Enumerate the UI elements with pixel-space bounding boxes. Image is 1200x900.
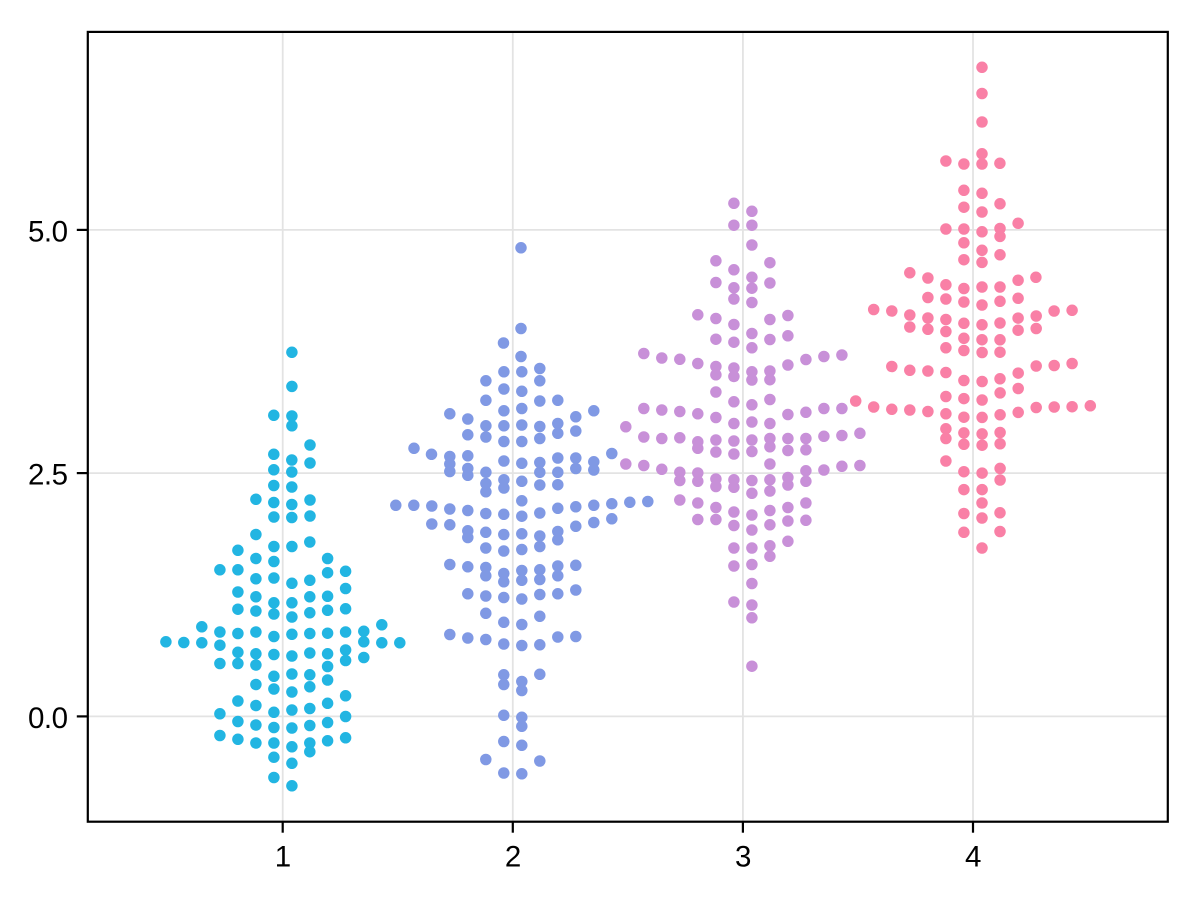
svg-text:2.5: 2.5	[28, 459, 68, 492]
svg-text:5.0: 5.0	[28, 215, 68, 248]
svg-text:3: 3	[735, 840, 751, 873]
svg-text:4: 4	[965, 840, 981, 873]
svg-text:1: 1	[275, 840, 291, 873]
svg-text:2: 2	[505, 840, 521, 873]
svg-text:0.0: 0.0	[28, 702, 68, 735]
